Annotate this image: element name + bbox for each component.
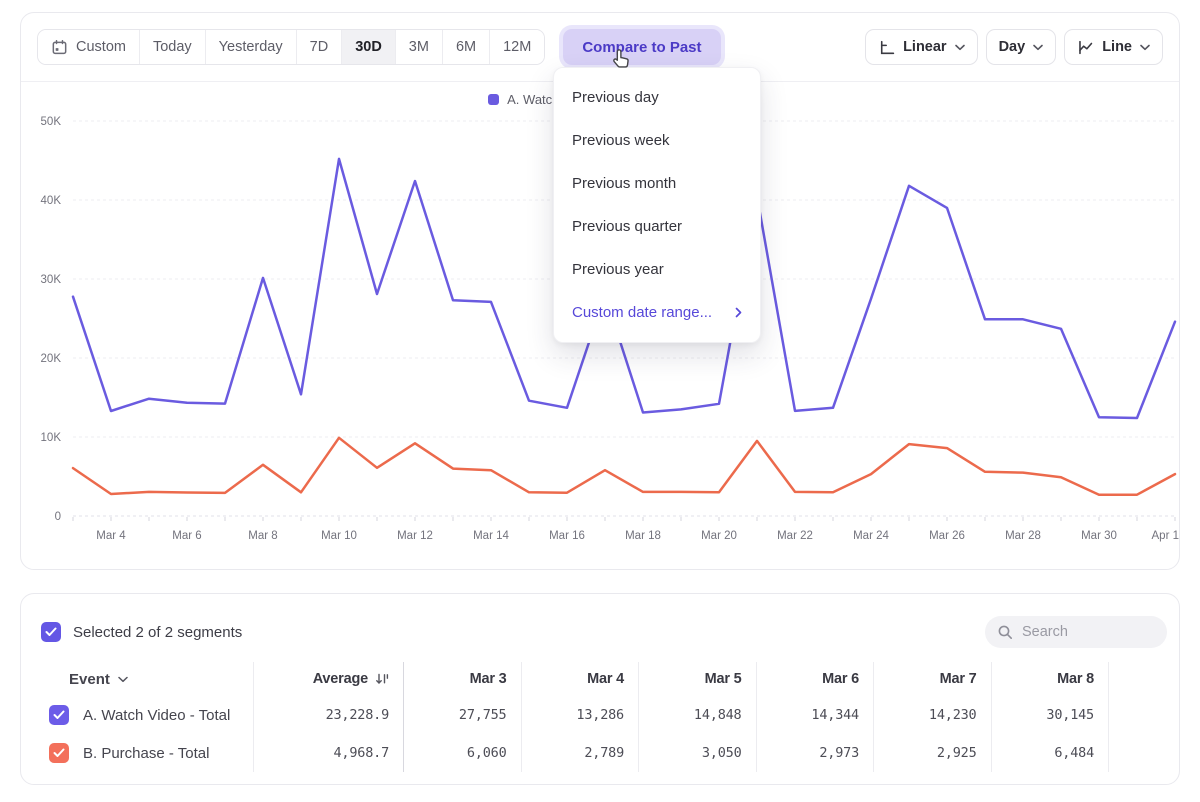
- interval-dropdown-button[interactable]: Day: [986, 29, 1057, 65]
- linear-axis-icon: [878, 39, 895, 56]
- svg-text:50K: 50K: [41, 116, 62, 128]
- menu-item-custom-date-range[interactable]: Custom date range...: [554, 291, 760, 334]
- date-column-header: Mar 6: [756, 662, 874, 696]
- check-icon: [53, 710, 65, 720]
- chevron-right-icon: [735, 307, 742, 318]
- svg-text:Mar 18: Mar 18: [625, 530, 661, 542]
- date-preset-custom[interactable]: Custom: [38, 30, 139, 64]
- svg-text:Mar 22: Mar 22: [777, 530, 813, 542]
- search-input[interactable]: [1022, 624, 1152, 640]
- svg-text:Mar 6: Mar 6: [172, 530, 201, 542]
- event-column-header[interactable]: Event: [21, 662, 253, 696]
- date-column-header: Mar 8: [991, 662, 1109, 696]
- date-column-header: Mar 7: [873, 662, 991, 696]
- svg-text:Mar 14: Mar 14: [473, 530, 509, 542]
- svg-text:Mar 16: Mar 16: [549, 530, 585, 542]
- cell-value: 3,050: [638, 734, 756, 772]
- svg-text:10K: 10K: [41, 432, 62, 444]
- menu-item-previous-day[interactable]: Previous day: [554, 76, 760, 119]
- cell-value: 14,230: [873, 696, 991, 734]
- segments-panel-header: Selected 2 of 2 segments: [21, 594, 1179, 648]
- date-preset-today[interactable]: Today: [139, 30, 205, 64]
- chevron-down-icon: [1033, 44, 1043, 51]
- cell-value-clipped: 3,: [1108, 734, 1180, 772]
- svg-text:Mar 24: Mar 24: [853, 530, 889, 542]
- cell-value: 30,145: [991, 696, 1109, 734]
- svg-text:Mar 26: Mar 26: [929, 530, 965, 542]
- compare-to-past-menu: Previous day Previous week Previous mont…: [553, 67, 761, 343]
- svg-text:Mar 30: Mar 30: [1081, 530, 1117, 542]
- table-header-row: Event Average Mar 3 Mar 4 Mar 5 Mar 6 Ma…: [21, 662, 1179, 696]
- svg-text:Mar 20: Mar 20: [701, 530, 737, 542]
- chevron-down-icon: [955, 44, 965, 51]
- date-preset-label: Custom: [76, 39, 126, 55]
- line-chart-icon: [1077, 39, 1094, 56]
- chevron-down-icon: [1140, 44, 1150, 51]
- svg-text:Mar 4: Mar 4: [96, 530, 126, 542]
- date-preset-7d[interactable]: 7D: [296, 30, 342, 64]
- compare-to-past-button[interactable]: Compare to Past: [563, 29, 720, 65]
- segment-row-label: A. Watch Video - Total: [21, 696, 253, 734]
- check-icon: [53, 748, 65, 758]
- date-preset-6m[interactable]: 6M: [442, 30, 489, 64]
- cell-value: 13,286: [521, 696, 639, 734]
- row-checkbox-watch-video[interactable]: [49, 705, 69, 725]
- check-icon: [45, 627, 57, 637]
- date-preset-yesterday[interactable]: Yesterday: [205, 30, 296, 64]
- sort-descending-icon: [375, 672, 389, 686]
- table-row: A. Watch Video - Total 23,228.9 27,755 1…: [21, 696, 1179, 734]
- average-value: 4,968.7: [253, 734, 403, 772]
- cell-value: 2,925: [873, 734, 991, 772]
- search-icon: [997, 624, 1014, 641]
- search-box[interactable]: [985, 616, 1167, 648]
- date-range-segmented-control: Custom Today Yesterday 7D 30D 3M 6M 12M: [37, 29, 545, 65]
- date-column-header-clipped: M: [1108, 662, 1180, 696]
- cell-value: 2,973: [756, 734, 874, 772]
- svg-text:Mar 10: Mar 10: [321, 530, 357, 542]
- date-column-header: Mar 5: [638, 662, 756, 696]
- analytics-report-page: Custom Today Yesterday 7D 30D 3M 6M 12M …: [0, 0, 1200, 802]
- legend-swatch: [488, 94, 499, 105]
- date-preset-3m[interactable]: 3M: [395, 30, 442, 64]
- svg-text:Mar 8: Mar 8: [248, 530, 277, 542]
- table-row: B. Purchase - Total 4,968.7 6,060 2,789 …: [21, 734, 1179, 772]
- segments-table-card: Selected 2 of 2 segments Event Average M…: [20, 593, 1180, 785]
- cell-value-clipped: 15,: [1108, 696, 1180, 734]
- cell-value: 2,789: [521, 734, 639, 772]
- select-all-checkbox[interactable]: [41, 622, 61, 642]
- svg-text:Mar 12: Mar 12: [397, 530, 433, 542]
- cell-value: 27,755: [403, 696, 521, 734]
- date-preset-30d-selected[interactable]: 30D: [341, 30, 395, 64]
- cell-value: 14,344: [756, 696, 874, 734]
- cell-value: 14,848: [638, 696, 756, 734]
- menu-item-previous-month[interactable]: Previous month: [554, 162, 760, 205]
- chart-type-dropdown-button[interactable]: Line: [1064, 29, 1163, 65]
- date-preset-12m[interactable]: 12M: [489, 30, 544, 64]
- chevron-down-icon: [118, 676, 128, 683]
- average-column-header[interactable]: Average: [253, 662, 403, 696]
- row-checkbox-purchase[interactable]: [49, 743, 69, 763]
- svg-text:40K: 40K: [41, 195, 62, 207]
- average-value: 23,228.9: [253, 696, 403, 734]
- svg-text:30K: 30K: [41, 274, 62, 286]
- cell-value: 6,484: [991, 734, 1109, 772]
- cell-value: 6,060: [403, 734, 521, 772]
- svg-text:Mar 28: Mar 28: [1005, 530, 1041, 542]
- menu-item-previous-week[interactable]: Previous week: [554, 119, 760, 162]
- calendar-icon: [51, 39, 68, 56]
- selected-segments-label: Selected 2 of 2 segments: [73, 624, 242, 641]
- svg-text:0: 0: [55, 511, 61, 523]
- svg-text:Apr 1: Apr 1: [1152, 530, 1180, 542]
- segment-row-label: B. Purchase - Total: [21, 734, 253, 772]
- svg-text:20K: 20K: [41, 353, 62, 365]
- menu-item-previous-quarter[interactable]: Previous quarter: [554, 205, 760, 248]
- menu-item-previous-year[interactable]: Previous year: [554, 248, 760, 291]
- date-column-header: Mar 3: [403, 662, 521, 696]
- date-column-header: Mar 4: [521, 662, 639, 696]
- scale-dropdown-button[interactable]: Linear: [865, 29, 978, 65]
